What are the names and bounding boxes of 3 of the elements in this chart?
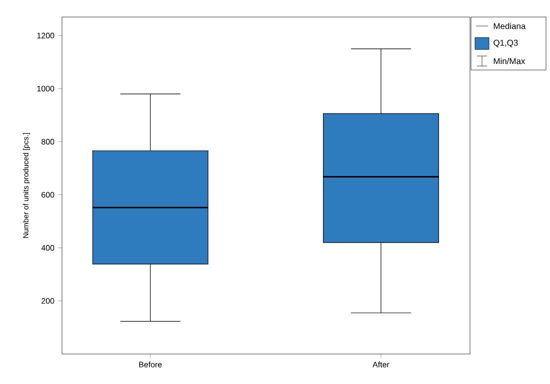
text: Min/Max bbox=[494, 58, 526, 64]
legend-label: Q1,Q3 bbox=[494, 40, 518, 48]
text: Mediana bbox=[494, 22, 526, 30]
